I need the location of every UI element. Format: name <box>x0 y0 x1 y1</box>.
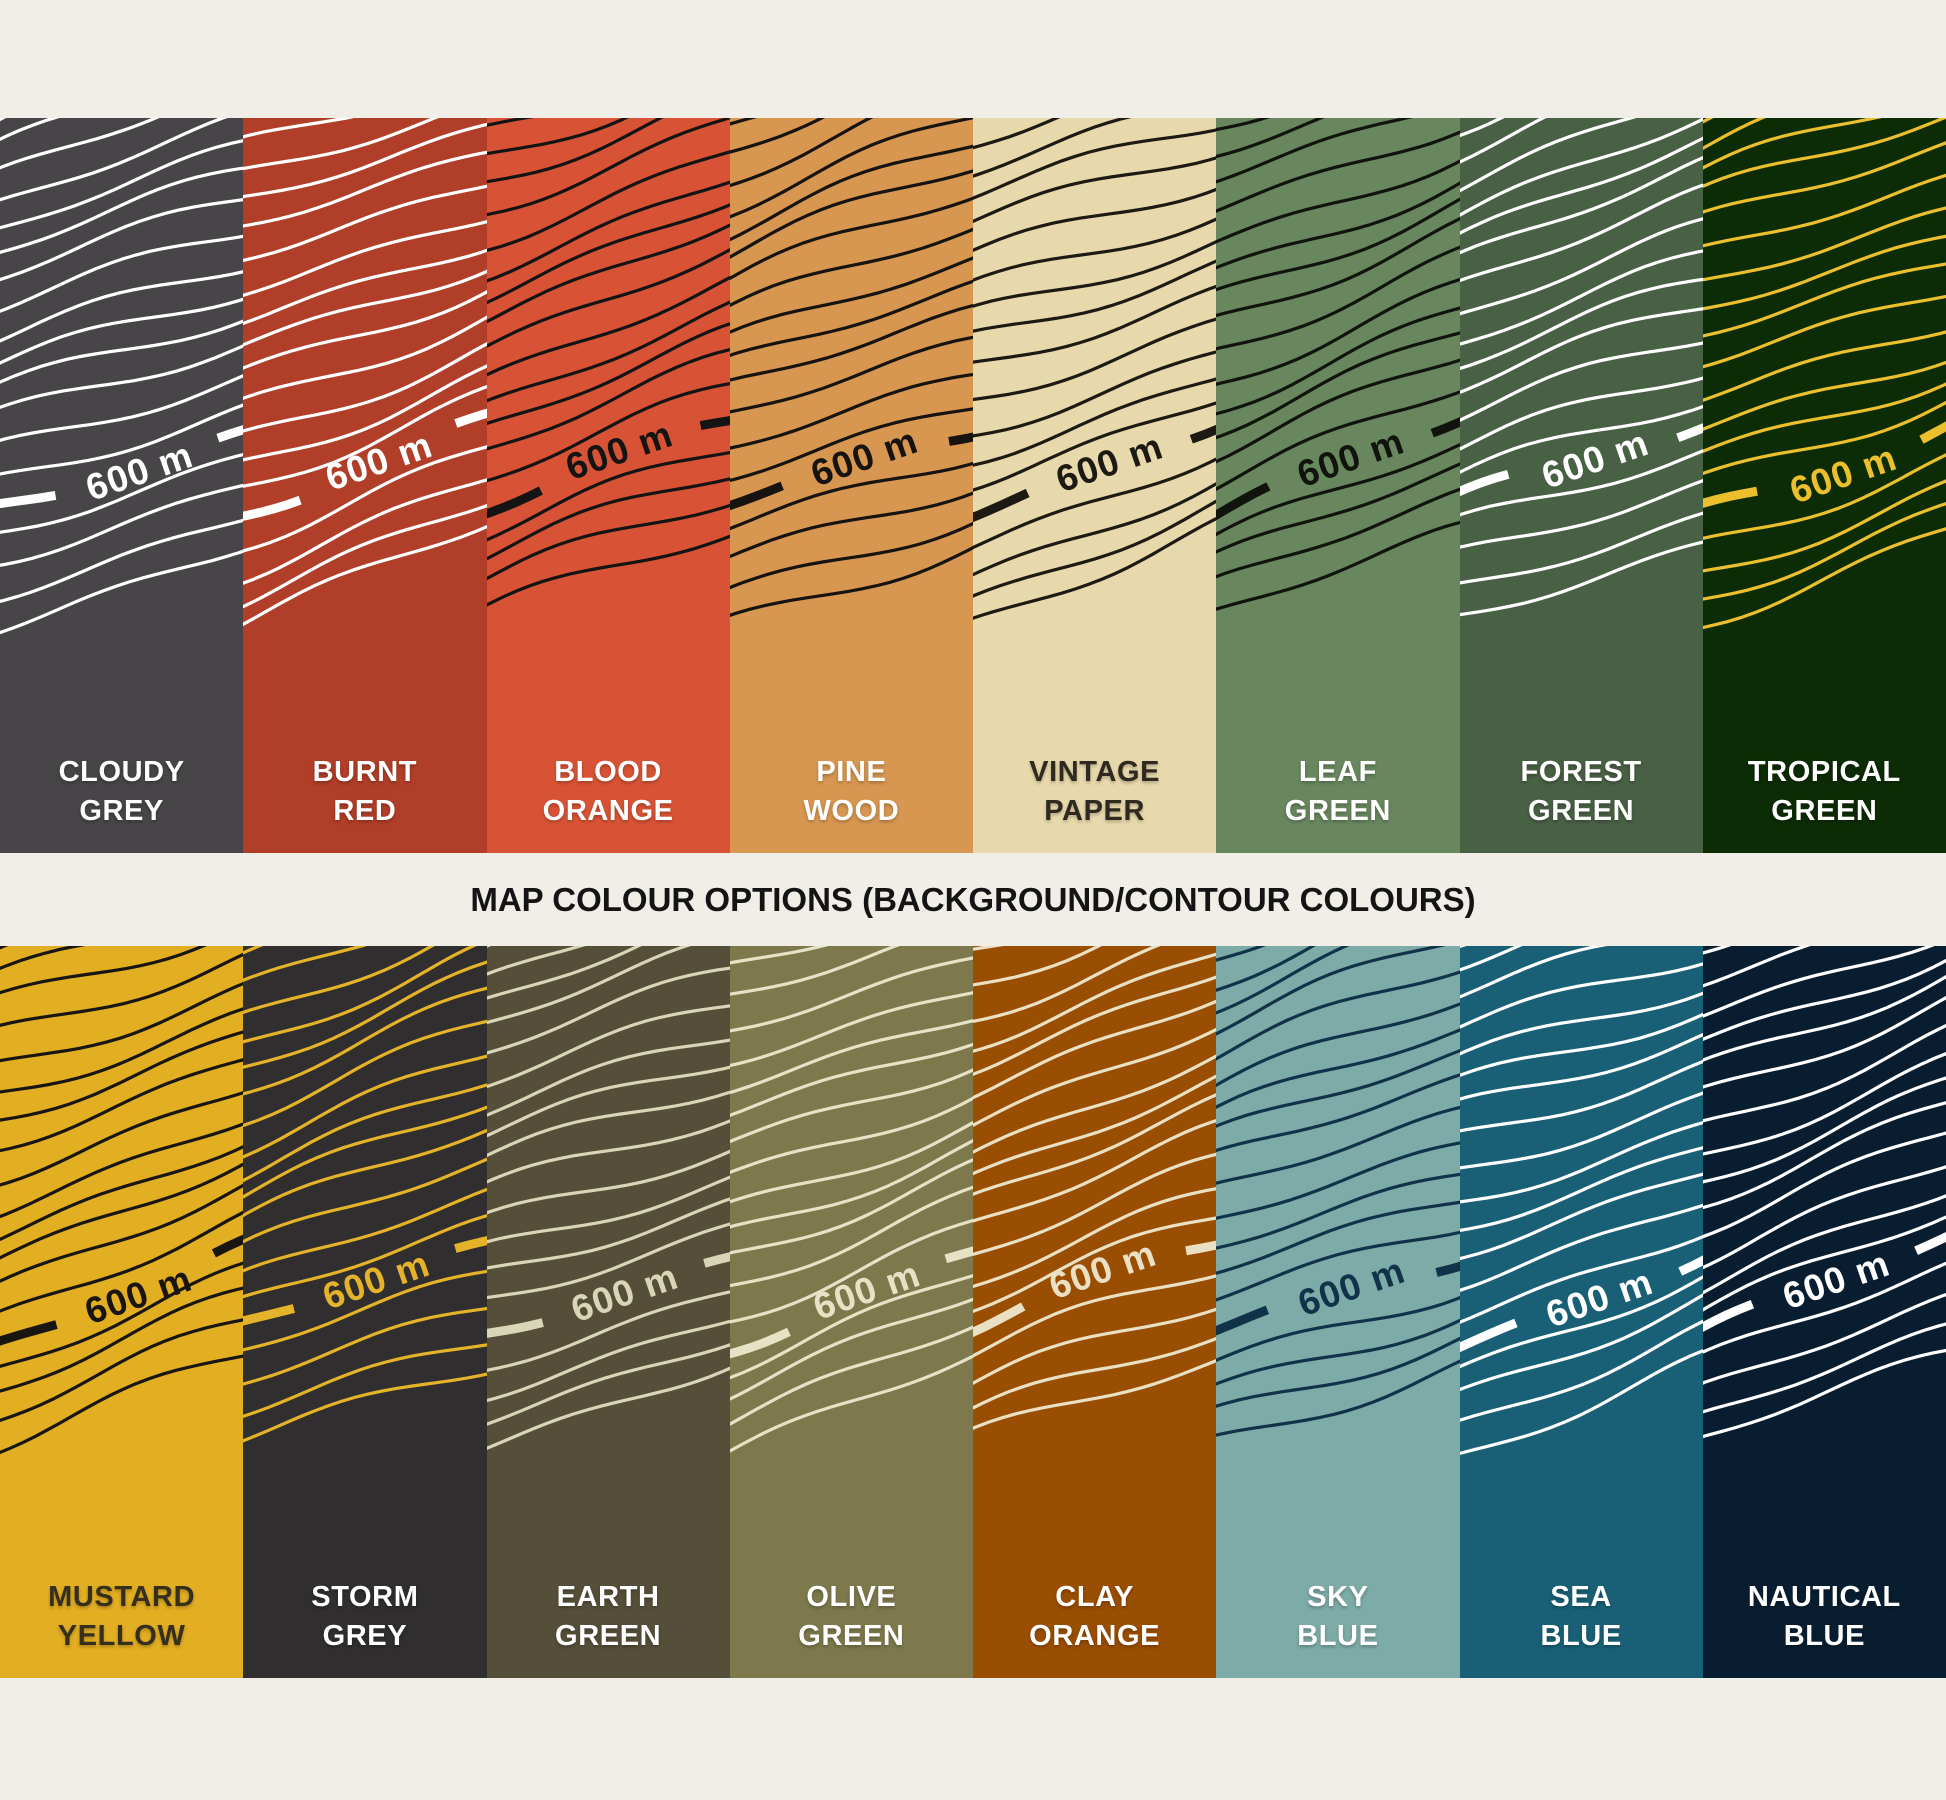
swatch-name-label: CLAY ORANGE <box>1029 1581 1161 1653</box>
swatch-sea-blue: 600 m SEA BLUE <box>1459 946 1703 1678</box>
swatch-name-label: PINE WOOD <box>803 756 900 828</box>
swatch-name-label: BURNT RED <box>312 756 418 828</box>
contour-pattern: 600 m <box>729 118 973 679</box>
contour-elevation-label: 600 m <box>1536 421 1654 497</box>
contour-elevation-label: 600 m <box>1293 1250 1410 1324</box>
contour-pattern: 600 m <box>973 118 1217 689</box>
section-title: MAP COLOUR OPTIONS (BACKGROUND/CONTOUR C… <box>470 880 1476 918</box>
swatch-row-bottom: 600 m MUSTARD YELLOW 600 m STORM GREY 600 m E… <box>0 946 1946 1678</box>
swatch-name-label: BLOOD ORANGE <box>542 756 674 828</box>
swatch-name-label: MUSTARD YELLOW <box>48 1581 196 1653</box>
swatch-mustard-yellow: 600 m MUSTARD YELLOW <box>0 946 244 1678</box>
swatch-olive-green: 600 m OLIVE GREEN <box>729 946 973 1678</box>
swatch-nautical-blue: 600 m NAUTICAL BLUE <box>1702 946 1946 1678</box>
swatch-row-top: 600 m CLOUDY GREY 600 m BURNT RED 600 m BLOOD… <box>0 118 1946 853</box>
swatch-burnt-red: 600 m BURNT RED <box>243 118 487 853</box>
contour-pattern: 600 m <box>486 118 730 685</box>
contour-elevation-label: 600 m <box>1044 1233 1161 1307</box>
swatch-storm-grey: 600 m STORM GREY <box>243 946 487 1678</box>
contour-pattern: 600 m <box>1459 118 1703 685</box>
contour-elevation-label: 600 m <box>1784 436 1902 512</box>
contour-elevation-label: 600 m <box>1540 1261 1657 1335</box>
contour-pattern: 600 m <box>1702 946 1946 1522</box>
swatch-name-label: FOREST GREEN <box>1520 756 1642 828</box>
swatch-tropical-green: 600 m TROPICAL GREEN <box>1702 118 1946 853</box>
contour-pattern: 600 m <box>973 946 1217 1514</box>
swatch-pine-wood: 600 m PINE WOOD <box>729 118 973 853</box>
swatch-name-label: CLOUDY GREY <box>58 756 185 828</box>
contour-elevation-label: 600 m <box>80 433 198 509</box>
contour-pattern: 600 m <box>486 946 730 1495</box>
contour-pattern: 600 m <box>0 118 244 677</box>
swatch-name-label: SEA BLUE <box>1540 1581 1622 1653</box>
swatch-name-label: OLIVE GREEN <box>798 1581 905 1653</box>
swatch-forest-green: 600 m FOREST GREEN <box>1459 118 1703 853</box>
contour-elevation-label: 600 m <box>565 1256 682 1330</box>
contour-pattern: 600 m <box>1702 118 1946 681</box>
swatch-clay-orange: 600 m CLAY ORANGE <box>973 946 1217 1678</box>
swatch-blood-orange: 600 m BLOOD ORANGE <box>486 118 730 853</box>
swatch-name-label: STORM GREY <box>311 1581 419 1653</box>
swatch-name-label: NAUTICAL BLUE <box>1747 1581 1901 1653</box>
contour-elevation-label: 600 m <box>80 1258 197 1332</box>
title-band: MAP COLOUR OPTIONS (BACKGROUND/CONTOUR C… <box>0 853 1946 946</box>
contour-pattern: 600 m <box>1216 118 1460 700</box>
swatch-name-label: LEAF GREEN <box>1284 756 1391 828</box>
contour-pattern: 600 m <box>1459 946 1703 1525</box>
swatch-vintage-paper: 600 m VINTAGE PAPER <box>973 118 1217 853</box>
swatch-name-label: EARTH GREEN <box>555 1581 662 1653</box>
contour-pattern: 600 m <box>1216 946 1460 1502</box>
swatch-earth-green: 600 m EARTH GREEN <box>486 946 730 1678</box>
swatch-name-label: SKY BLUE <box>1297 1581 1379 1653</box>
swatch-cloudy-grey: 600 m CLOUDY GREY <box>0 118 244 853</box>
contour-elevation-label: 600 m <box>1050 425 1168 501</box>
swatch-name-label: VINTAGE PAPER <box>1029 756 1161 828</box>
swatch-name-label: TROPICAL GREEN <box>1747 756 1901 828</box>
contour-pattern: 600 m <box>729 946 973 1519</box>
contour-pattern: 600 m <box>0 946 244 1521</box>
swatch-leaf-green: 600 m LEAF GREEN <box>1216 118 1460 853</box>
contour-pattern: 600 m <box>243 118 487 685</box>
contour-pattern: 600 m <box>243 946 487 1505</box>
swatch-sky-blue: 600 m SKY BLUE <box>1216 946 1460 1678</box>
contour-elevation-label: 600 m <box>318 1243 435 1317</box>
